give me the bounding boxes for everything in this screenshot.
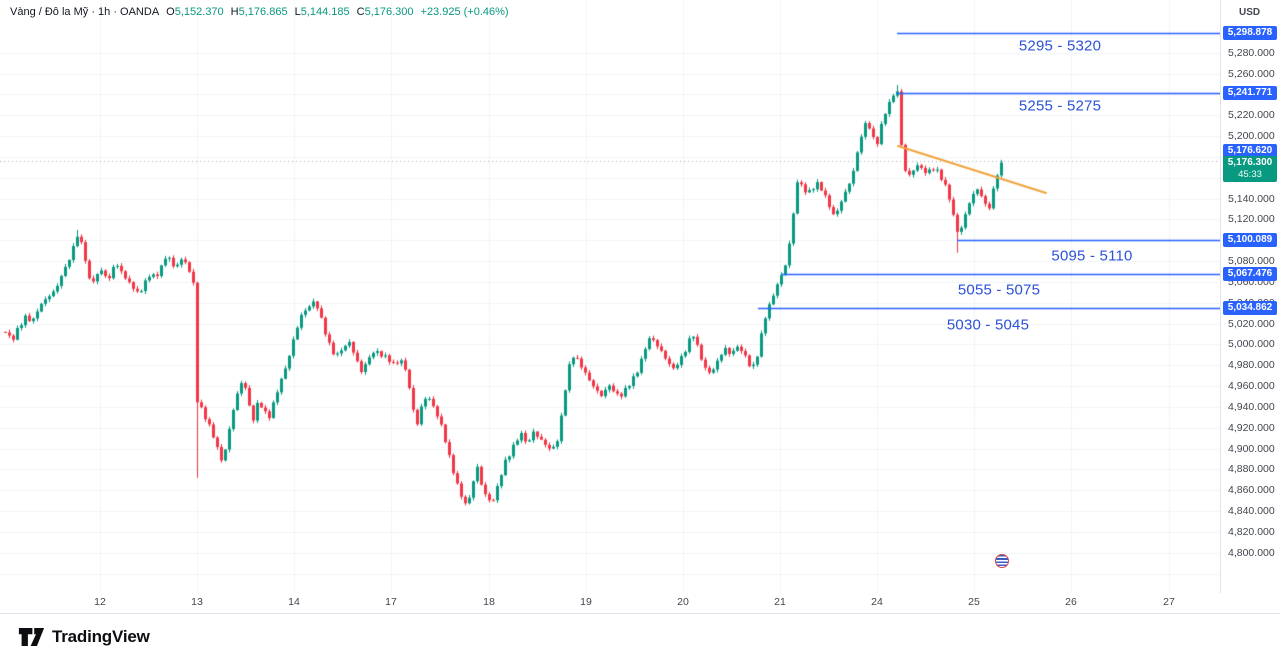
- tradingview-logo-icon: [18, 628, 45, 646]
- zone-label[interactable]: 5295 - 5320: [1018, 37, 1102, 55]
- current-price-label: 5,176.300 45:33: [1223, 155, 1277, 182]
- price-tick-label: 5,260.000: [1228, 67, 1275, 80]
- page-footer: TradingView: [0, 614, 1280, 656]
- time-tick-label: 24: [871, 596, 883, 608]
- time-tick-label: 25: [968, 596, 980, 608]
- price-tick-label: 5,080.000: [1228, 255, 1275, 268]
- price-level-label: 5,241.771: [1223, 85, 1277, 100]
- ohlc-label: C: [356, 6, 365, 18]
- bar-countdown: 45:33: [1238, 168, 1262, 180]
- ohlc-label: L: [294, 6, 301, 18]
- price-tick-label: 4,880.000: [1228, 463, 1275, 476]
- price-tick-label: 4,860.000: [1228, 484, 1275, 497]
- candlestick-chart-canvas[interactable]: [0, 0, 1220, 593]
- time-tick-label: 20: [677, 596, 689, 608]
- price-tick-label: 4,940.000: [1228, 400, 1275, 413]
- zone-label[interactable]: 5095 - 5110: [1051, 247, 1133, 265]
- zone-label[interactable]: 5030 - 5045: [946, 316, 1030, 334]
- time-tick-label: 21: [774, 596, 786, 608]
- price-level-label: 5,176.620: [1223, 144, 1277, 159]
- price-level-label: 5,067.476: [1223, 267, 1277, 282]
- brand-text: TradingView: [52, 627, 150, 646]
- ohlc-value: 5,144.185: [300, 6, 350, 18]
- price-axis-currency: USD: [1239, 7, 1261, 18]
- time-tick-label: 18: [483, 596, 495, 608]
- price-tick-label: 4,980.000: [1228, 359, 1275, 372]
- ohlc-value: 5,176.865: [238, 6, 288, 18]
- price-tick-label: 4,820.000: [1228, 525, 1275, 538]
- price-tick-label: 5,200.000: [1228, 130, 1275, 143]
- ohlc-value: 5,176.300: [364, 6, 414, 18]
- price-tick-label: 4,900.000: [1228, 442, 1275, 455]
- price-tick-label: 5,000.000: [1228, 338, 1275, 351]
- price-tick-label: 5,220.000: [1228, 109, 1275, 122]
- time-tick-label: 12: [94, 596, 106, 608]
- time-tick-label: 26: [1065, 596, 1077, 608]
- tradingview-brand-link[interactable]: TradingView: [18, 627, 150, 647]
- time-axis[interactable]: 12 13 14 17 18 19 20 21 24 25 26 27: [0, 593, 1280, 614]
- price-level-label: 5,100.089: [1223, 233, 1277, 248]
- ohlc-value: 5,152.370: [174, 6, 224, 18]
- price-level-label: 5,298.878: [1223, 26, 1277, 40]
- price-change: +23.925 (+0.46%): [420, 6, 509, 18]
- time-tick-label: 19: [580, 596, 592, 608]
- price-tick-label: 5,140.000: [1228, 192, 1275, 205]
- time-tick-label: 13: [191, 596, 203, 608]
- price-tick-label: 5,020.000: [1228, 317, 1275, 330]
- ohlc-label: H: [230, 6, 239, 18]
- current-price-value: 5,176.300: [1227, 156, 1273, 168]
- symbol-title[interactable]: Vàng / Đô la Mỹ · 1h · OANDA: [10, 6, 160, 18]
- event-flag-icon[interactable]: [995, 554, 1009, 568]
- price-tick-label: 4,840.000: [1228, 505, 1275, 518]
- ohlc-label: O: [166, 6, 175, 18]
- price-level-label: 5,034.862: [1223, 301, 1277, 316]
- price-tick-label: 5,280.000: [1228, 46, 1275, 59]
- time-tick-label: 14: [288, 596, 300, 608]
- time-tick-label: 27: [1163, 596, 1175, 608]
- symbol-header: Vàng / Đô la Mỹ · 1h · OANDA O5,152.370 H5…: [10, 6, 509, 18]
- price-axis[interactable]: USD 5,280.0005,260.0005,240.0005,220.000…: [1220, 0, 1280, 593]
- time-tick-label: 17: [385, 596, 397, 608]
- zone-label[interactable]: 5055 - 5075: [957, 281, 1041, 299]
- ohlc-values: O5,152.370 H5,176.865 L5,144.185 C5,176.300: [159, 6, 413, 18]
- price-tick-label: 4,920.000: [1228, 421, 1275, 434]
- price-tick-label: 4,800.000: [1228, 546, 1275, 559]
- price-tick-label: 4,960.000: [1228, 380, 1275, 393]
- price-tick-label: 5,120.000: [1228, 213, 1275, 226]
- zone-label[interactable]: 5255 - 5275: [1018, 97, 1102, 115]
